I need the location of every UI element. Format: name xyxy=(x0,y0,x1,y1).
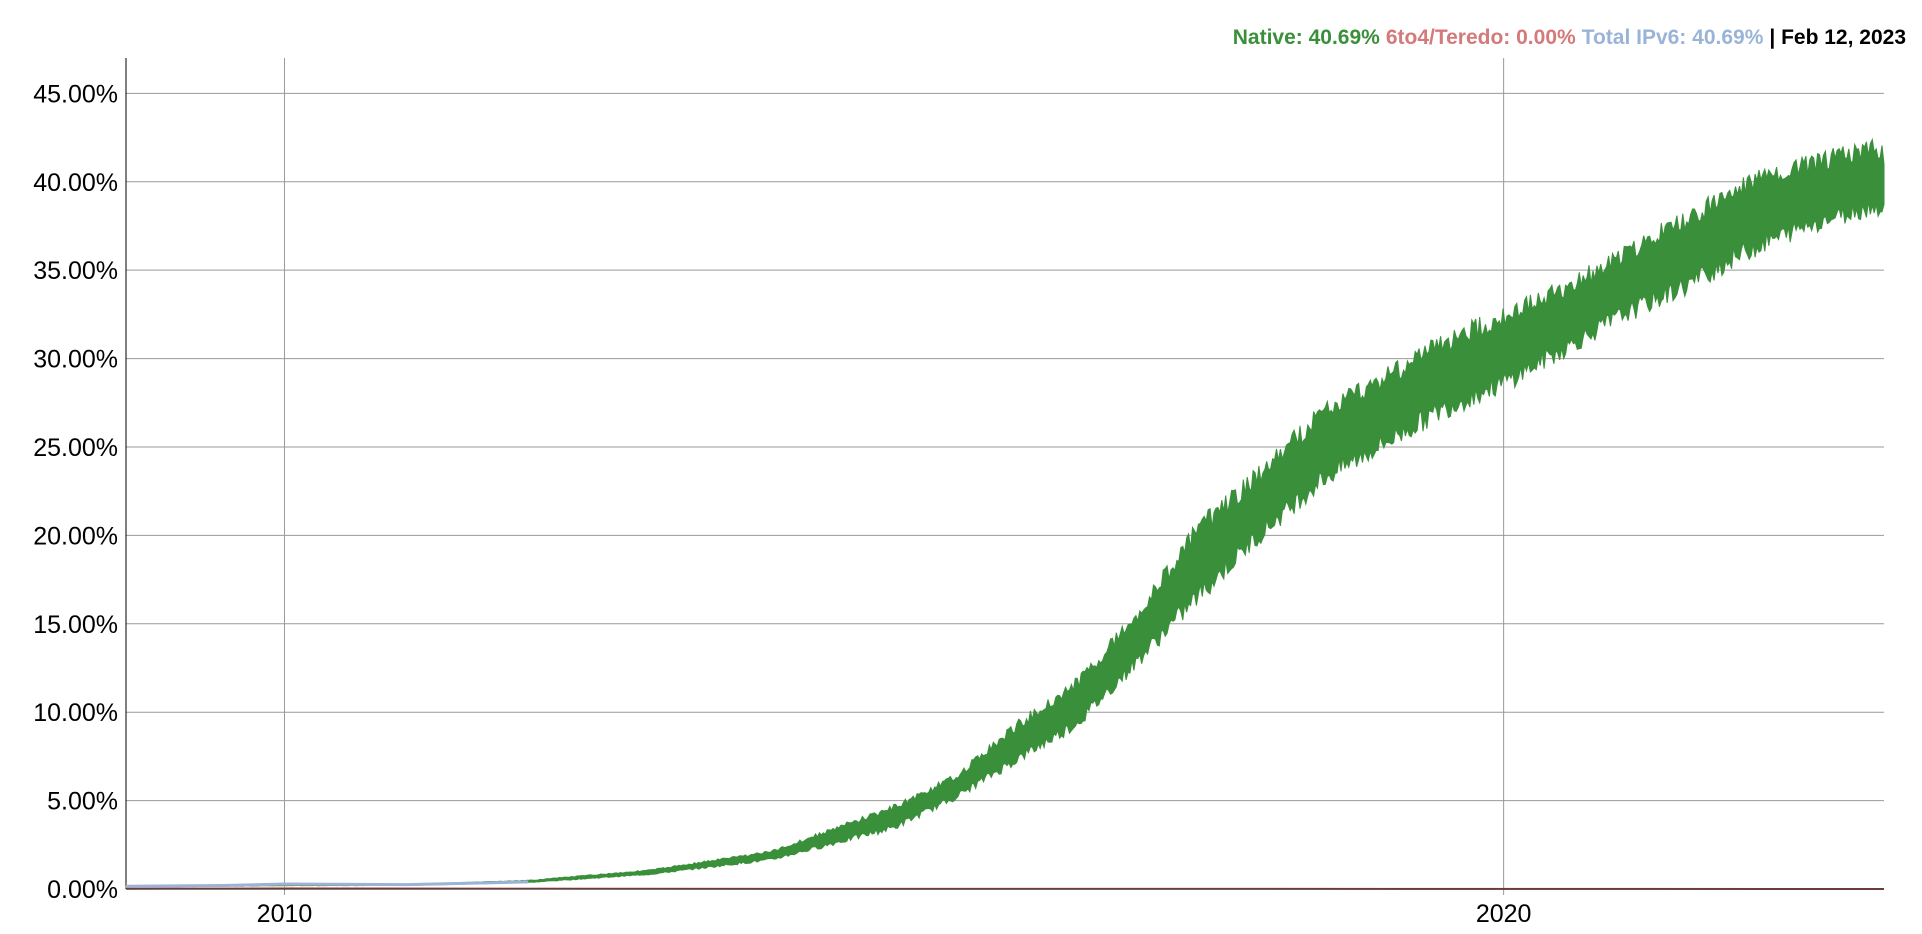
y-tick-label: 15.00% xyxy=(33,611,118,639)
y-tick-label: 45.00% xyxy=(33,80,118,108)
y-tick-label: 5.00% xyxy=(47,788,118,816)
y-tick-label: 25.00% xyxy=(33,434,118,462)
legend-date: | Feb 12, 2023 xyxy=(1769,26,1906,49)
legend-total: Total IPv6: 40.69% xyxy=(1581,26,1764,49)
y-tick-label: 20.00% xyxy=(33,522,118,550)
series-native-area xyxy=(125,137,1885,888)
y-tick-label: 40.00% xyxy=(33,169,118,197)
y-tick-label: 30.00% xyxy=(33,346,118,374)
y-tick-label: 10.00% xyxy=(33,699,118,727)
legend-native: Native: 40.69% xyxy=(1232,26,1380,49)
x-tick-label: 2020 xyxy=(1476,900,1532,928)
series-total-line xyxy=(125,880,529,888)
legend-6to4: 6to4/Teredo: 0.00% xyxy=(1385,26,1576,49)
x-tick-label: 2010 xyxy=(257,900,313,928)
chart-legend: Native: 40.69% 6to4/Teredo: 0.00% Total IP… xyxy=(1227,26,1906,50)
y-tick-label: 35.00% xyxy=(33,257,118,285)
y-tick-label: 0.00% xyxy=(47,876,118,904)
